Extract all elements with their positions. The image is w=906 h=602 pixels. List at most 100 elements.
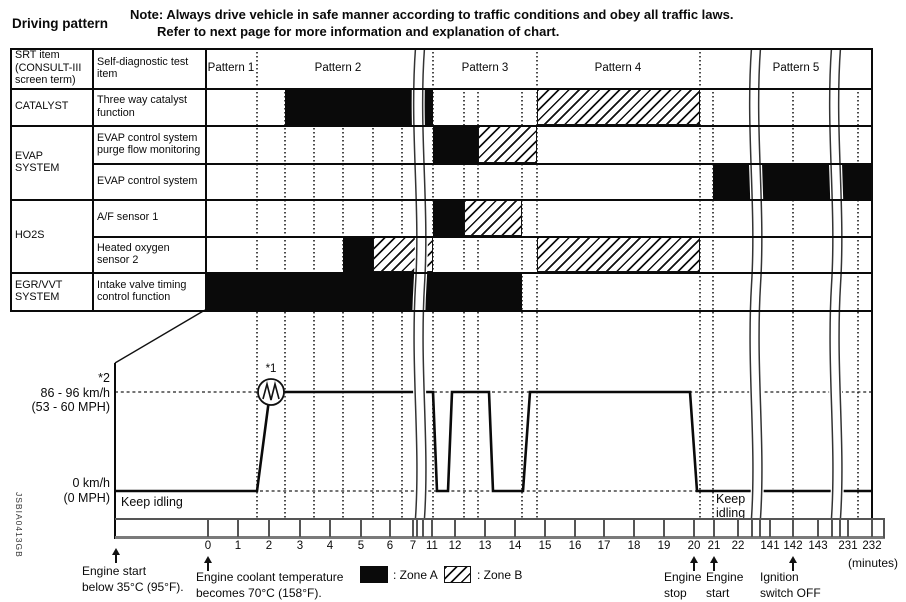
ignition-off-arrow (788, 556, 798, 571)
guide-line (712, 88, 714, 518)
axis-tick (389, 518, 391, 537)
asterisk-1-label: *1 (265, 363, 277, 375)
engine-start-cold-arrow (111, 548, 121, 563)
table-group-label: CATALYST (15, 100, 69, 113)
axis-break-tick (759, 518, 761, 537)
axis-tick (792, 518, 794, 537)
axis-tick (431, 518, 433, 537)
guide-line (857, 88, 859, 518)
condition-symbol-wave (262, 380, 280, 401)
axis-tick (663, 518, 665, 537)
arrow-stem (792, 563, 794, 571)
table-row-label: EVAP control system purge flow monitorin… (97, 131, 201, 157)
engine-stop-label: Engine stop (664, 570, 702, 600)
funnel-line (114, 309, 206, 364)
axis-tick (454, 518, 456, 537)
speed-high-label: *2 86 - 96 km/h (53 - 60 MPH) (31, 371, 111, 414)
axis-tick (237, 518, 239, 537)
engine-start-label: Engine start (706, 570, 744, 600)
minutes-unit-label: (minutes) (847, 556, 898, 570)
wavy-break-mask (827, 47, 844, 519)
table-border-h (92, 163, 872, 165)
table-row-label: EVAP control system (97, 174, 198, 187)
table-border-h (10, 88, 872, 90)
arrow-head (709, 556, 718, 563)
axis-tick-label: 2 (265, 540, 273, 552)
axis-tick-label: 12 (448, 540, 462, 552)
arrow-head (689, 556, 698, 563)
zone-b-bar (537, 236, 700, 272)
axis-tick-label: 16 (568, 540, 582, 552)
engine-start-arrow (709, 556, 719, 571)
axis-tick-label: 142 (783, 540, 803, 552)
table-border-v (871, 48, 873, 519)
pattern-label: Pattern 3 (461, 61, 509, 74)
axis-tick-label: 6 (386, 540, 394, 552)
axis-tick-label: 11 (426, 540, 438, 552)
axis-tick (574, 518, 576, 537)
arrow-head (788, 556, 797, 563)
table-group-label: HO2S (15, 229, 45, 242)
table-row-label: Intake valve timing control function (97, 278, 187, 304)
table-border-h (10, 125, 872, 127)
wavy-break-line (837, 47, 843, 519)
zone-b-bar (537, 88, 700, 125)
axis-tick (360, 518, 362, 537)
axis-tick-label: 0 (204, 540, 212, 552)
guide-line (699, 48, 701, 518)
guide-line (536, 48, 538, 518)
axis-tick-label: 20 (687, 540, 701, 552)
table-row-label: A/F sensor 1 (97, 211, 159, 224)
ignition-off-label: Ignition switch OFF (760, 570, 821, 600)
arrow-stem (713, 563, 715, 571)
speed-curve (115, 390, 872, 493)
table-border-v (205, 48, 207, 311)
zone-a-bar (433, 125, 478, 163)
table-border-h (10, 310, 872, 312)
wavy-break-line (748, 47, 754, 519)
axis-tick (737, 518, 739, 537)
zone-b-bar (373, 236, 433, 272)
axis-tick-label: 17 (597, 540, 611, 552)
pattern-label: Pattern 1 (207, 61, 255, 74)
axis-break-tick (416, 518, 418, 537)
zone-a-bar (285, 88, 433, 125)
table-row-label: Heated oxygen sensor 2 (97, 241, 170, 267)
table-border-v (114, 363, 116, 539)
axis-break-tick (839, 518, 841, 537)
axis-tick-label: 15 (538, 540, 552, 552)
speed-low-label: 0 km/h (0 MPH) (63, 476, 110, 505)
axis-break-tick (751, 518, 753, 537)
axis-break-tick (831, 518, 833, 537)
axis-tick (268, 518, 270, 537)
axis-tick-label: 4 (326, 540, 334, 552)
axis-break-tick (422, 518, 424, 537)
axis-tick (544, 518, 546, 537)
figure-id: JSBIA0413GB (14, 492, 24, 558)
axis-tick-label: 21 (707, 540, 721, 552)
pattern-label: Pattern 4 (594, 61, 642, 74)
table-header-srt-item: SRT item (CONSULT-III screen term) (15, 49, 82, 87)
coolant-label: Engine coolant temperature becomes 70°C … (196, 570, 344, 600)
zone-a-bar (205, 272, 522, 310)
table-border-h (10, 48, 872, 50)
axis-tick (713, 518, 715, 537)
table-border-h (10, 272, 872, 274)
axis-tick (329, 518, 331, 537)
condition-symbol-circle (257, 378, 285, 406)
axis-tick (847, 518, 849, 537)
axis-tick-label: 19 (657, 540, 671, 552)
axis-tick-label: 1 (234, 540, 242, 552)
arrow-stem (693, 563, 695, 571)
page-title: Driving pattern (12, 16, 109, 31)
axis-tick (603, 518, 605, 537)
zone-a-bar (433, 199, 464, 236)
axis-tick (412, 518, 414, 537)
table-border-v (92, 48, 94, 311)
wavy-break-line (757, 47, 763, 519)
axis-tick (299, 518, 301, 537)
axis-tick-label: 3 (296, 540, 304, 552)
guide-line (792, 88, 794, 518)
axis-tick (817, 518, 819, 537)
